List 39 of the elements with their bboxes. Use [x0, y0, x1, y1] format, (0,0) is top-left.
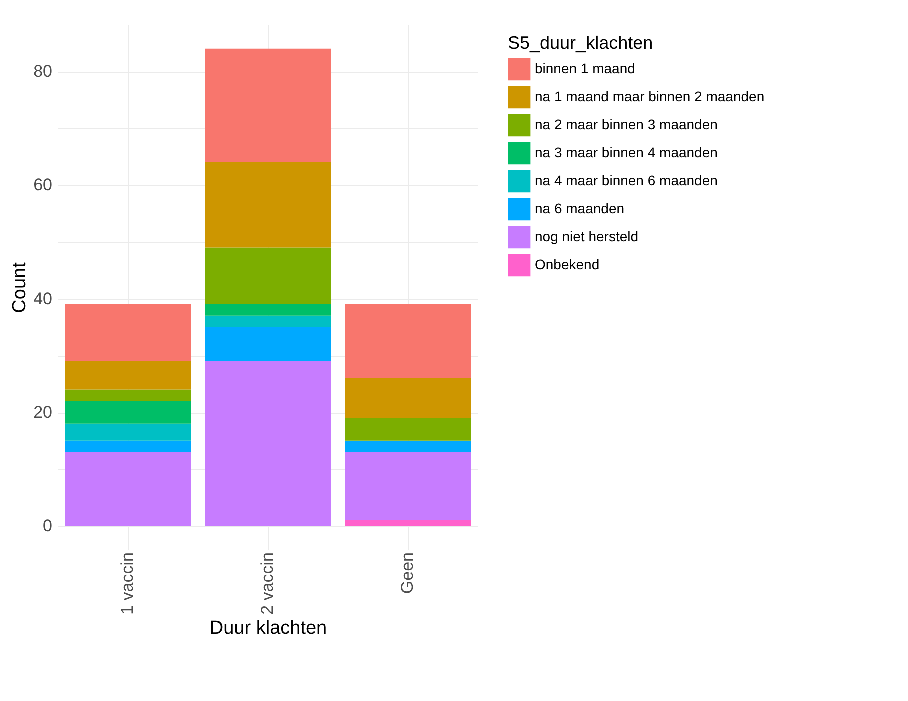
- legend-label: na 4 maar binnen 6 maanden: [535, 172, 718, 188]
- bar: [65, 304, 191, 362]
- legend-label: na 6 maanden: [535, 200, 625, 216]
- x-tick-label: 1 vaccin: [118, 552, 137, 615]
- bar: [65, 452, 191, 526]
- bar: [345, 418, 471, 441]
- bar: [345, 378, 471, 418]
- bar: [205, 327, 331, 362]
- x-tick-label: 2 vaccin: [258, 552, 277, 615]
- legend-title: S5_duur_klachten: [508, 33, 654, 53]
- bar: [65, 440, 191, 452]
- bar: [65, 361, 191, 390]
- bar: [205, 316, 331, 328]
- bar: [345, 440, 471, 452]
- bar: [205, 48, 331, 162]
- legend-label: na 2 maar binnen 3 maanden: [535, 116, 718, 132]
- y-tick-label: 0: [43, 516, 52, 536]
- bar: [345, 304, 471, 378]
- y-tick-label: 60: [34, 176, 52, 195]
- bar: [205, 304, 331, 316]
- y-tick-label: 20: [34, 403, 52, 422]
- legend-label: na 1 maand maar binnen 2 maanden: [535, 88, 765, 104]
- legend-label: binnen 1 maand: [535, 60, 636, 76]
- bar: [65, 401, 191, 424]
- y-tick-label: 80: [34, 62, 52, 82]
- legend-label: Onbekend: [535, 256, 600, 272]
- bar: [205, 248, 331, 305]
- bar: [65, 424, 191, 441]
- x-axis-title: Duur klachten: [210, 618, 328, 639]
- legend-label: nog niet hersteld: [535, 228, 639, 244]
- bar: [205, 361, 331, 526]
- bar: [65, 390, 191, 402]
- x-tick-label: Geen: [398, 552, 417, 594]
- y-axis-title: Count: [10, 262, 31, 314]
- legend-label: na 3 maar binnen 4 maanden: [535, 144, 718, 160]
- bar: [345, 520, 471, 526]
- bar: [205, 162, 331, 248]
- bar: [345, 452, 471, 520]
- y-tick-label: 40: [34, 289, 52, 308]
